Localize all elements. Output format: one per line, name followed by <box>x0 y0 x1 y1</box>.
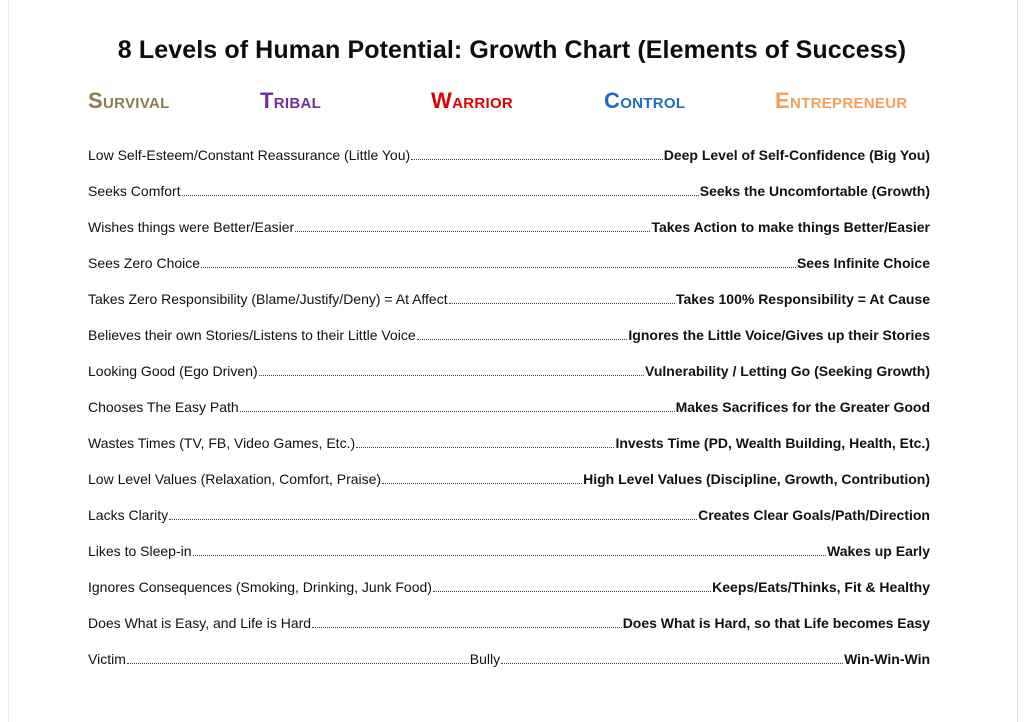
row-left-trait: Victim <box>88 651 126 667</box>
row-left-trait: Lacks Clarity <box>88 507 169 523</box>
list-item: Ignores Consequences (Smoking, Drinking,… <box>88 579 930 615</box>
page-edge-left <box>8 0 9 722</box>
row-right-trait: Win-Win-Win <box>844 651 931 667</box>
list-item: Sees Zero Choice Sees Infinite Choice <box>88 255 930 291</box>
list-item: Lacks Clarity Creates Clear Goals/Path/D… <box>88 507 930 543</box>
dot-leader <box>448 294 675 304</box>
page-title: 8 Levels of Human Potential: Growth Char… <box>117 36 907 64</box>
level-warrior: Warrior <box>431 88 514 113</box>
row-left-trait: Low Level Values (Relaxation, Comfort, P… <box>88 471 382 487</box>
dot-leader <box>258 366 645 376</box>
dot-leader <box>169 510 698 520</box>
row-right-trait: Ignores the Little Voice/Gives up their … <box>628 327 930 343</box>
dot-leader <box>192 546 827 556</box>
dot-leader <box>501 654 844 664</box>
row-right-trait: Deep Level of Self-Confidence (Big You) <box>663 147 930 163</box>
dot-leader <box>411 150 663 160</box>
growth-chart-rows: Low Self-Esteem/Constant Reassurance (Li… <box>88 147 930 687</box>
row-left-trait: Low Self-Esteem/Constant Reassurance (Li… <box>88 147 411 163</box>
row-left-trait: Takes Zero Responsibility (Blame/Justify… <box>88 291 448 307</box>
row-right-trait: Sees Infinite Choice <box>796 255 930 271</box>
dot-leader <box>126 654 469 664</box>
list-item: Believes their own Stories/Listens to th… <box>88 327 930 363</box>
dot-leader <box>312 618 622 628</box>
list-item: Seeks Comfort Seeks the Uncomfortable (G… <box>88 183 930 219</box>
level-entrepreneur: Entrepreneur <box>775 88 908 113</box>
dot-leader <box>416 330 628 340</box>
dot-leader <box>181 186 699 196</box>
row-right-trait: Makes Sacrifices for the Greater Good <box>675 399 930 415</box>
list-item-final: Victim Bully Win-Win-Win <box>88 651 930 687</box>
dot-leader <box>432 582 712 592</box>
list-item: Low Self-Esteem/Constant Reassurance (Li… <box>88 147 930 183</box>
row-left-trait: Looking Good (Ego Driven) <box>88 363 258 379</box>
page-edge-right <box>1017 0 1018 722</box>
row-left-trait: Wishes things were Better/Easier <box>88 219 295 235</box>
row-left-trait: Sees Zero Choice <box>88 255 201 271</box>
row-right-trait: Keeps/Eats/Thinks, Fit & Healthy <box>712 579 930 595</box>
row-left-trait: Chooses The Easy Path <box>88 399 239 415</box>
list-item: Chooses The Easy Path Makes Sacrifices f… <box>88 399 930 435</box>
row-left-trait: Wastes Times (TV, FB, Video Games, Etc.) <box>88 435 356 451</box>
list-item: Looking Good (Ego Driven) Vulnerability … <box>88 363 930 399</box>
list-item: Takes Zero Responsibility (Blame/Justify… <box>88 291 930 327</box>
row-left-trait: Ignores Consequences (Smoking, Drinking,… <box>88 579 432 595</box>
row-right-trait: Wakes up Early <box>827 543 930 559</box>
row-left-trait: Likes to Sleep-in <box>88 543 192 559</box>
level-survival: Survival <box>88 88 170 113</box>
row-right-trait: High Level Values (Discipline, Growth, C… <box>583 471 930 487</box>
list-item: Wastes Times (TV, FB, Video Games, Etc.)… <box>88 435 930 471</box>
row-right-trait: Takes 100% Responsibility = At Cause <box>675 291 930 307</box>
list-item: Wishes things were Better/Easier Takes A… <box>88 219 930 255</box>
row-right-trait: Creates Clear Goals/Path/Direction <box>698 507 930 523</box>
row-right-trait: Invests Time (PD, Wealth Building, Healt… <box>615 435 930 451</box>
row-right-trait: Vulnerability / Letting Go (Seeking Grow… <box>645 363 930 379</box>
level-control: Control <box>604 88 686 113</box>
row-left-trait: Does What is Easy, and Life is Hard <box>88 615 312 631</box>
row-left-trait: Seeks Comfort <box>88 183 181 199</box>
row-right-trait: Takes Action to make things Better/Easie… <box>651 219 930 235</box>
row-left-trait: Believes their own Stories/Listens to th… <box>88 327 416 343</box>
list-item: Does What is Easy, and Life is Hard Does… <box>88 615 930 651</box>
list-item: Low Level Values (Relaxation, Comfort, P… <box>88 471 930 507</box>
dot-leader <box>239 402 675 412</box>
row-right-trait: Does What is Hard, so that Life becomes … <box>622 615 930 631</box>
level-headings: Survival Tribal Warrior Control Entrepre… <box>88 88 930 118</box>
list-item: Likes to Sleep-in Wakes up Early <box>88 543 930 579</box>
row-middle-trait: Bully <box>469 651 501 667</box>
dot-leader <box>201 258 796 268</box>
dot-leader <box>382 474 583 484</box>
level-tribal: Tribal <box>260 88 322 113</box>
row-right-trait: Seeks the Uncomfortable (Growth) <box>699 183 930 199</box>
dot-leader <box>356 438 615 448</box>
dot-leader <box>295 222 651 232</box>
